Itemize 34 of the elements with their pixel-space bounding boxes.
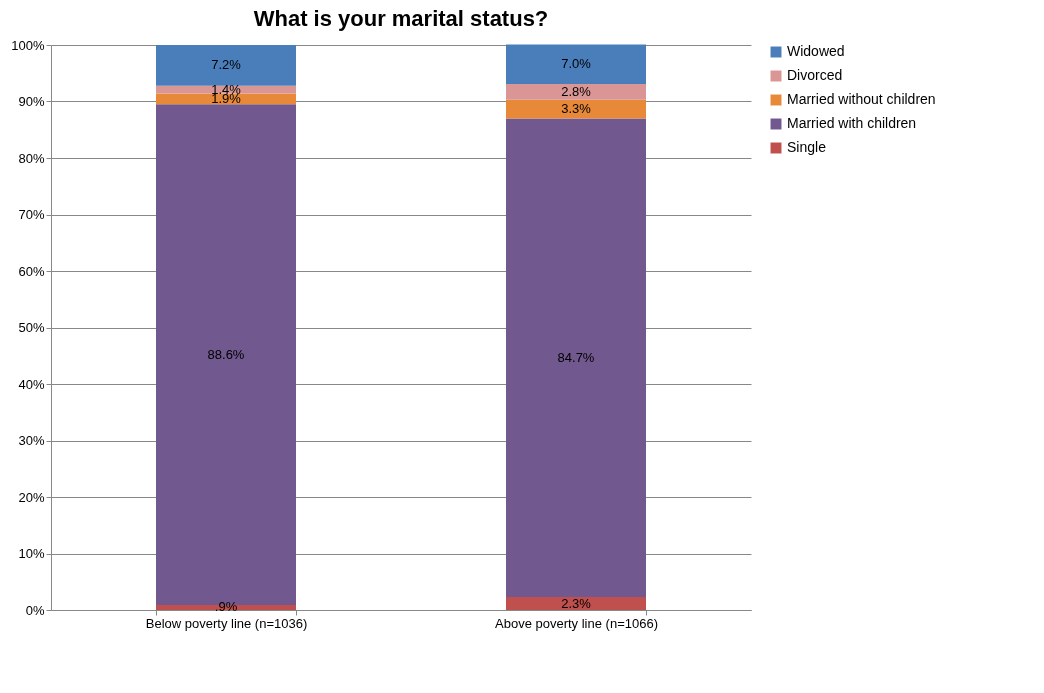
data-label: .9% [214, 599, 238, 615]
bar [506, 83, 646, 100]
y-tick-label: 40% [18, 376, 45, 392]
legend-label: Single [787, 139, 827, 155]
legend-label: Divorced [787, 67, 843, 83]
data-label: 2.3% [561, 595, 592, 611]
y-tick-label: 70% [18, 207, 45, 222]
bar [506, 44, 646, 84]
y-tick-label: 20% [18, 489, 45, 505]
data-label: 3.3% [561, 101, 592, 117]
bar [156, 45, 296, 86]
chart-title: What is your marital status? [253, 6, 549, 31]
x-tick-label: Above poverty line (n=1066) [495, 615, 658, 631]
y-tick-label: 80% [18, 150, 45, 166]
y-tick-label: 100% [11, 37, 45, 53]
y-tick-label: 0% [25, 602, 45, 618]
y-tick-label: 90% [18, 94, 45, 109]
bar [506, 597, 646, 610]
data-label: 84.7% [557, 349, 595, 365]
y-tick-label: 30% [18, 433, 45, 448]
legend-label: Married without children [787, 91, 936, 107]
legend-label: Married with children [787, 115, 917, 131]
data-label: 7.2% [211, 57, 242, 73]
x-tick-label: Below poverty line (n=1036) [145, 615, 308, 631]
y-tick-label: 50% [18, 320, 45, 335]
data-label: 2.8% [561, 83, 592, 99]
data-label: 7.0% [561, 56, 592, 72]
bar [156, 85, 296, 94]
bar [506, 99, 646, 119]
y-tick-label: 10% [18, 546, 45, 561]
bar [506, 118, 646, 598]
data-label: 88.6% [207, 346, 245, 362]
legend-label: Widowed [787, 43, 845, 59]
y-tick-label: 60% [18, 263, 45, 279]
